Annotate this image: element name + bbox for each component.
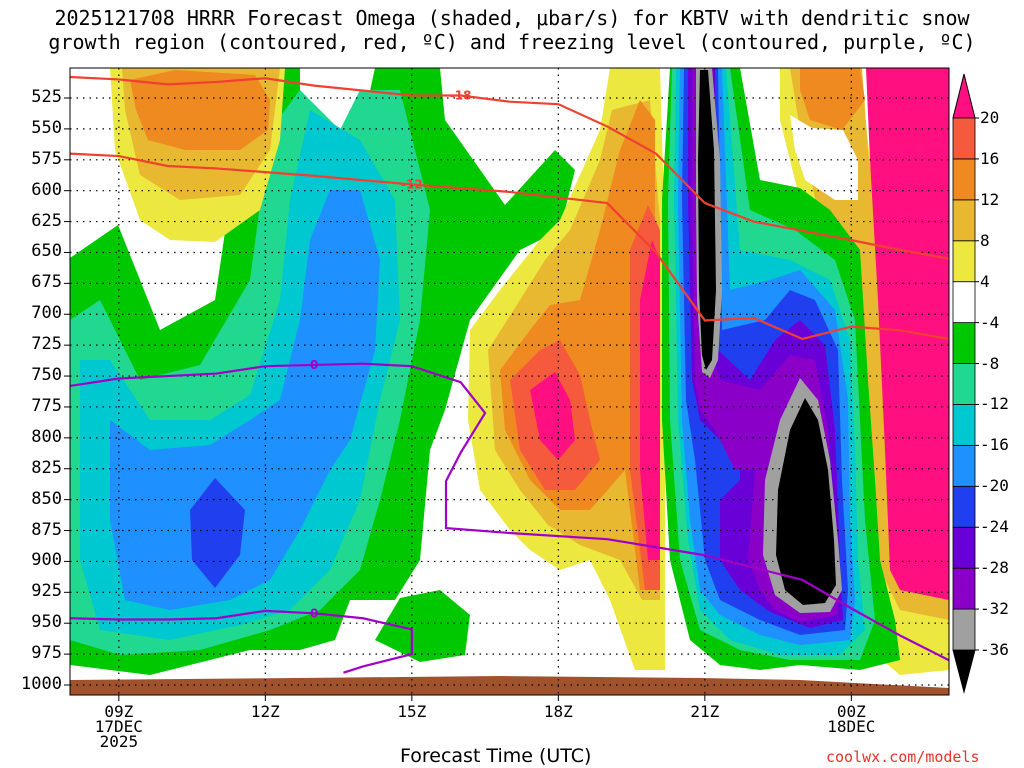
x-tick-label: 21Z — [690, 702, 720, 721]
colorbar-swatch — [952, 322, 976, 364]
y-tick-label: 725 — [31, 334, 62, 355]
freezing-contour-3 — [69, 609, 413, 674]
x-tick-label: 09Z 17DEC 2025 — [94, 702, 143, 751]
title-line-1: 2025121708 HRRR Forecast Omega (shaded, … — [54, 6, 970, 30]
shade-right-gold — [790, 68, 949, 620]
y-tick-label: 1000 — [21, 674, 62, 694]
colorbar-label: 4 — [980, 271, 990, 291]
colorbar-label: 20 — [980, 108, 1000, 127]
shade-top-orange — [130, 70, 270, 150]
contour-label: 0 — [310, 606, 318, 620]
contour-label: 0 — [310, 358, 318, 372]
y-tick-label: 675 — [31, 272, 62, 293]
y-tick-label: 875 — [31, 519, 62, 540]
colorbar-swatch — [952, 485, 976, 528]
colorbar-swatch — [952, 158, 976, 201]
y-tick-label: 650 — [31, 241, 62, 262]
colorbar-swatch — [952, 608, 976, 651]
y-tick-label: 850 — [31, 488, 62, 509]
shade-core-black-lower — [776, 398, 836, 605]
colorbar-swatch — [952, 567, 976, 610]
shade-core-black — [698, 70, 716, 370]
colorbar-label: -32 — [980, 599, 1009, 619]
y-tick-label: 925 — [31, 581, 62, 602]
dgz-contour-1 — [69, 152, 950, 341]
colorbar-swatch — [952, 281, 976, 324]
y-tick-label: 600 — [31, 179, 62, 200]
title-line-2: growth region (contoured, red, ºC) and f… — [48, 30, 976, 54]
shade-mid-magenta-column — [640, 240, 660, 560]
x-tick-label: 15Z — [397, 702, 427, 721]
colorbar-label: -28 — [980, 558, 1009, 578]
colorbar-top-arrow — [952, 73, 976, 119]
y-tick-label: 950 — [31, 612, 62, 633]
colorbar-label: -36 — [980, 640, 1009, 659]
colorbar-label: -24 — [980, 517, 1009, 537]
shade-left-darkblue — [190, 478, 245, 588]
chart-title: 2025121708 HRRR Forecast Omega (shaded, … — [0, 6, 1024, 54]
y-tick-label: 625 — [31, 210, 62, 231]
colorbar-swatch — [952, 526, 976, 569]
y-tick-label: 800 — [31, 426, 62, 447]
ground-surface — [70, 676, 949, 695]
colorbar-label: -12 — [980, 394, 1009, 414]
colorbar-label: -8 — [980, 353, 1000, 373]
plot-frame — [69, 67, 950, 696]
colorbar-label: -20 — [980, 476, 1009, 496]
contours: -18 -12 0 0 — [69, 75, 950, 674]
y-tick-label: 525 — [31, 87, 62, 107]
colorbar — [952, 73, 979, 694]
colorbar-bottom-arrow — [952, 649, 976, 694]
colorbar-label: -16 — [980, 435, 1009, 455]
y-tick-label: 700 — [31, 303, 62, 324]
colorbar-label: 16 — [980, 148, 1000, 168]
colorbar-label: -4 — [980, 312, 1000, 332]
colorbar-swatch — [952, 363, 976, 405]
y-tick-label: 550 — [31, 117, 62, 138]
colorbar-swatch — [952, 117, 976, 160]
shade-mid-magenta — [530, 372, 575, 460]
colorbar-label: 8 — [980, 230, 990, 250]
shade-bottom-green — [375, 590, 470, 662]
colorbar-swatch — [952, 240, 976, 283]
shade-right-white — [790, 115, 858, 200]
colorbar-swatch — [952, 404, 976, 446]
x-tick-label: 00Z 18DEC — [827, 702, 876, 736]
y-tick-label: 575 — [31, 148, 62, 169]
freezing-contour-2 — [69, 362, 950, 662]
y-tick-label: 775 — [31, 395, 62, 416]
shade-mid-white-gap — [590, 68, 608, 110]
x-tick-label: 18Z — [543, 702, 573, 721]
contour-label: -18 — [450, 89, 472, 103]
y-tick-label: 975 — [31, 643, 62, 664]
shade-right-orange — [800, 68, 865, 130]
y-tick-label: 825 — [31, 457, 62, 478]
x-tick-label: 12Z — [250, 702, 280, 721]
y-tick-label: 750 — [31, 365, 62, 386]
contour-label: -12 — [401, 178, 423, 192]
colorbar-swatch — [952, 199, 976, 242]
colorbar-swatch — [952, 444, 976, 487]
shade-right-magenta — [866, 68, 949, 600]
x-axis-title: Forecast Time (UTC) — [400, 745, 592, 767]
colorbar-label: 12 — [980, 189, 1000, 209]
dgz-contour-0 — [69, 75, 950, 260]
credit-link[interactable]: coolwx.com/models — [826, 748, 980, 766]
y-tick-label: 900 — [31, 550, 62, 571]
shade-left-blue — [110, 190, 380, 610]
